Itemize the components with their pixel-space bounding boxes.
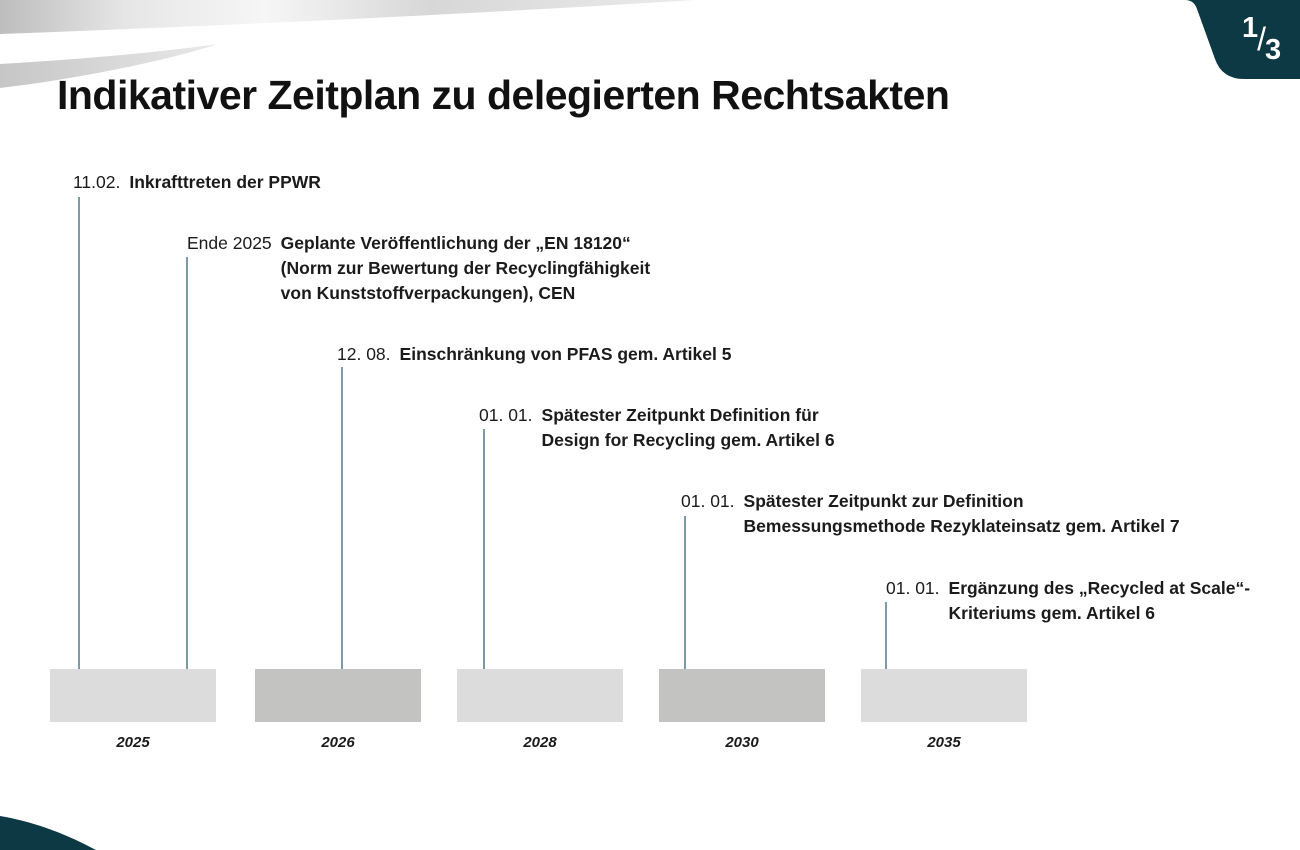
timeline-connector-line xyxy=(483,429,485,670)
page-number-badge: 1 / 3 xyxy=(1182,0,1300,79)
event-description-line: Spätester Zeitpunkt Definition für xyxy=(541,405,819,425)
event-description: Ergänzung des „Recycled at Scale“- Kriter… xyxy=(949,576,1251,626)
timeline-connector-line xyxy=(341,367,343,670)
year-block xyxy=(659,669,825,722)
page-indicator: 1 / 3 xyxy=(1242,12,1281,65)
timeline-event: 01. 01. Ergänzung des „Recycled at Scale“… xyxy=(886,576,1250,626)
event-date: 01. 01. xyxy=(886,578,940,598)
timeline-connector-line xyxy=(186,257,188,670)
timeline-connector-line xyxy=(684,516,686,670)
event-description-line: Ergänzung des „Recycled at Scale“- xyxy=(948,578,1251,598)
top-left-swoosh-decoration xyxy=(0,0,695,88)
event-date: 12. 08. xyxy=(337,344,391,364)
badge-corner-shape xyxy=(1185,0,1300,79)
event-description-line: Einschränkung von PFAS gem. Artikel 5 xyxy=(399,344,732,364)
event-description-line: von Kunststoffverpackungen), CEN xyxy=(280,283,576,303)
year-label: 2030 xyxy=(725,734,759,751)
timeline-connector-line xyxy=(885,602,887,670)
timeline-event: 01. 01. Spätester Zeitpunkt Definition fü… xyxy=(479,403,835,453)
year-block xyxy=(457,669,623,722)
bottom-left-corner-accent xyxy=(0,816,96,850)
year-block xyxy=(50,669,216,722)
page-current: 1 xyxy=(1242,12,1259,44)
event-description-line: Inkrafttreten der PPWR xyxy=(129,172,321,192)
timeline-event: Ende 2025 Geplante Veröffentlichung der „… xyxy=(187,231,650,306)
year-label: 2025 xyxy=(116,734,150,751)
timeline-event: 11.02. Inkrafttreten der PPWR xyxy=(73,170,321,195)
slide-title: Indikativer Zeitplan zu delegierten Rech… xyxy=(57,72,950,118)
page-separator: / xyxy=(1257,21,1267,57)
event-description: Spätester Zeitpunkt zur Definition Bemess… xyxy=(744,489,1180,539)
event-description-line: Kriteriums gem. Artikel 6 xyxy=(948,603,1156,623)
year-block xyxy=(255,669,421,722)
event-description: Inkrafttreten der PPWR xyxy=(129,170,321,195)
event-description: Spätester Zeitpunkt Definition für Design… xyxy=(542,403,835,453)
year-label: 2035 xyxy=(927,734,961,751)
year-label: 2028 xyxy=(523,734,557,751)
event-description-line: Bemessungsmethode Rezyklateinsatz gem. A… xyxy=(743,516,1180,536)
event-date: 01. 01. xyxy=(681,491,735,511)
event-description-line: Spätester Zeitpunkt zur Definition xyxy=(743,491,1024,511)
event-date: 11.02. xyxy=(73,172,121,192)
event-description-line: Design for Recycling gem. Artikel 6 xyxy=(541,430,835,450)
timeline-connector-line xyxy=(78,197,80,670)
event-description: Geplante Veröffentlichung der „EN 18120“… xyxy=(281,231,651,306)
event-description: Einschränkung von PFAS gem. Artikel 5 xyxy=(400,342,732,367)
year-label: 2026 xyxy=(321,734,355,751)
timeline-event: 12. 08. Einschränkung von PFAS gem. Artik… xyxy=(337,342,731,367)
event-date: Ende 2025 xyxy=(187,233,272,253)
timeline-event: 01. 01. Spätester Zeitpunkt zur Definitio… xyxy=(681,489,1180,539)
page-total: 3 xyxy=(1265,34,1282,66)
year-block xyxy=(861,669,1027,722)
event-description-line: Geplante Veröffentlichung der „EN 18120“ xyxy=(280,233,631,253)
event-date: 01. 01. xyxy=(479,405,533,425)
event-description-line: (Norm zur Bewertung der Recyclingfähigke… xyxy=(280,258,651,278)
